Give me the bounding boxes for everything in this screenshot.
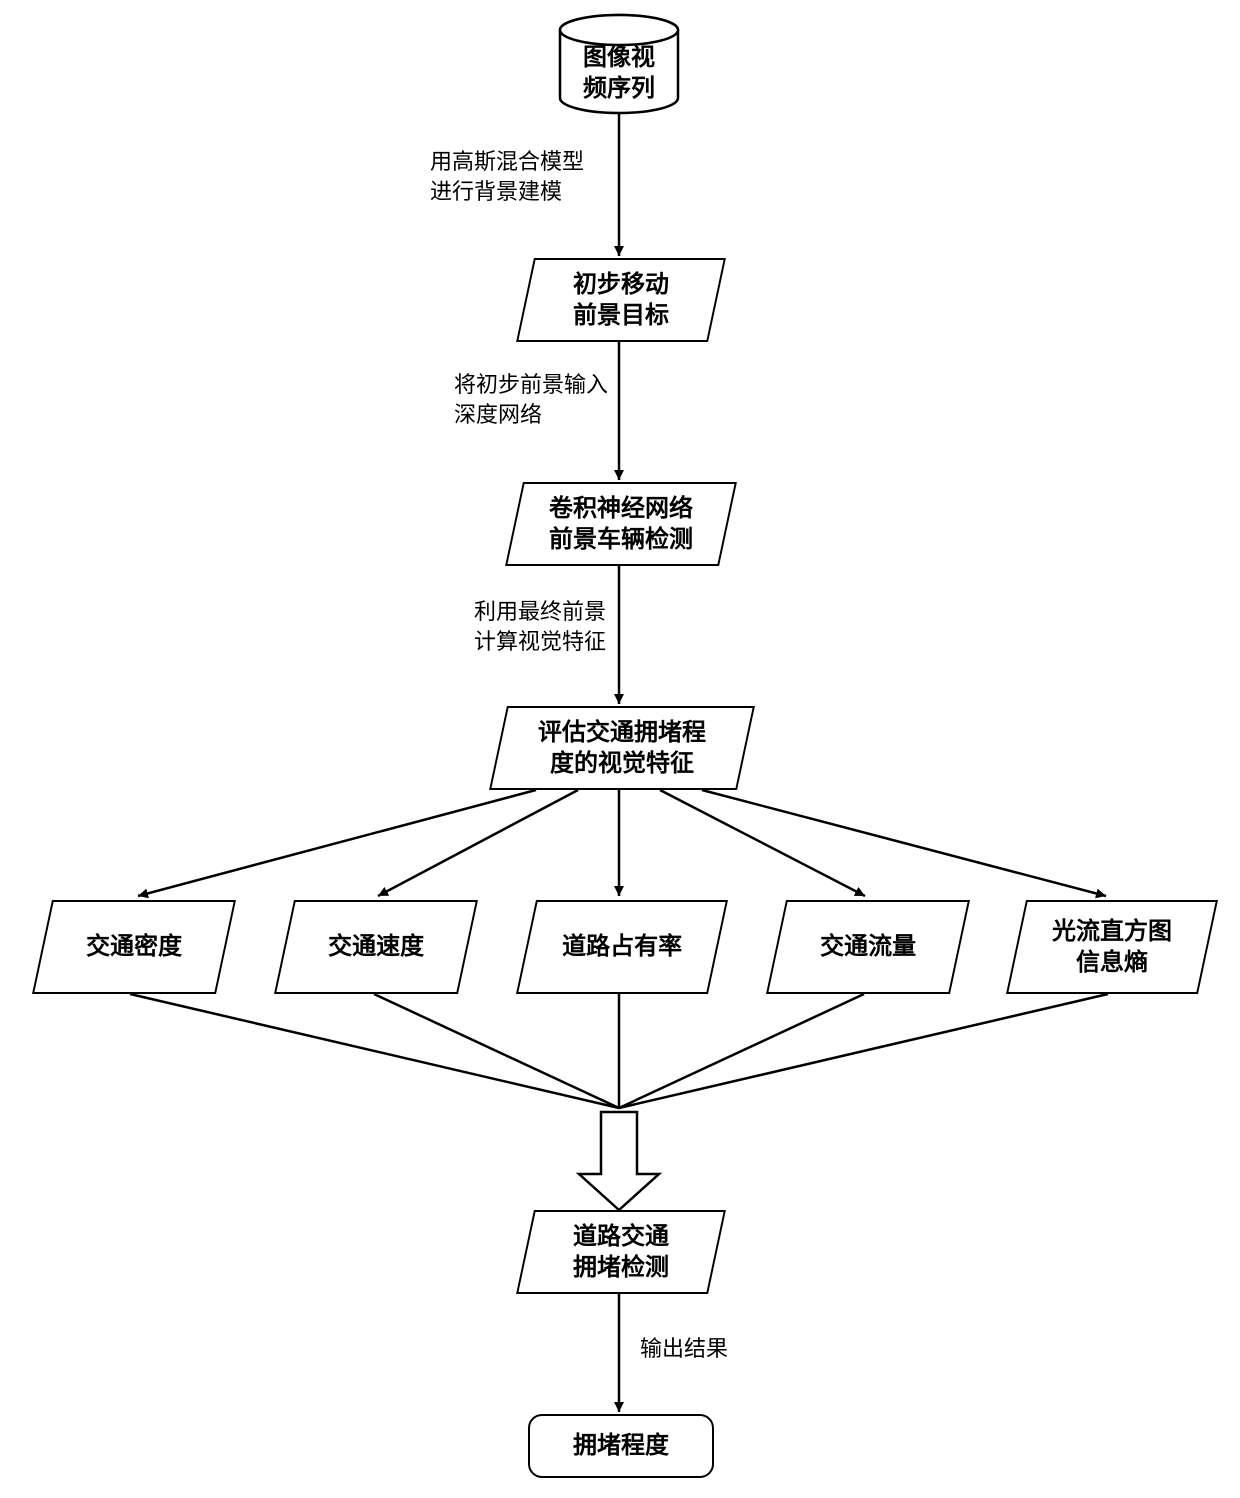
edge-text: 计算视觉特征 <box>474 629 606 654</box>
edge-text: 用高斯混合模型 <box>430 149 584 174</box>
node-text: 频序列 <box>583 75 655 102</box>
edge-text: 输出结果 <box>640 1336 728 1361</box>
edge-text: 深度网络 <box>454 402 542 427</box>
line-converge-5 <box>619 994 1108 1108</box>
node-text: 卷积神经网络 <box>549 495 693 522</box>
node-step2: 卷积神经网络 前景车辆检测 <box>505 482 737 566</box>
node-text: 度的视觉特征 <box>550 750 694 777</box>
line-converge-2 <box>374 994 619 1108</box>
edge-text: 将初步前景输入 <box>454 372 608 397</box>
node-step3: 评估交通拥堵程 度的视觉特征 <box>489 706 755 790</box>
edge-label-e1: 用高斯混合模型 进行背景建模 <box>430 147 584 206</box>
node-text: 前景目标 <box>573 302 669 329</box>
node-detect: 道路交通 拥堵检测 <box>516 1210 726 1294</box>
node-text: 交通流量 <box>820 933 916 960</box>
node-step1: 初步移动 前景目标 <box>516 258 726 342</box>
node-text: 前景车辆检测 <box>549 526 693 553</box>
edge-text: 进行背景建模 <box>430 179 562 204</box>
hollow-arrow <box>579 1112 659 1210</box>
line-converge-1 <box>130 994 619 1108</box>
node-text: 交通密度 <box>86 933 182 960</box>
node-text: 图像视 <box>583 44 655 71</box>
line-converge-4 <box>619 994 864 1108</box>
edge-text: 利用最终前景 <box>474 599 606 624</box>
edge-label-e3: 利用最终前景 计算视觉特征 <box>474 597 606 656</box>
node-feat1: 交通密度 <box>32 900 236 994</box>
node-text: 拥堵检测 <box>573 1254 669 1281</box>
node-text: 道路占有率 <box>562 933 682 960</box>
node-feat3: 道路占有率 <box>516 900 728 994</box>
edge-label-e2: 将初步前景输入 深度网络 <box>454 370 608 429</box>
node-input-label: 图像视 频序列 <box>560 42 678 104</box>
node-text: 评估交通拥堵程 <box>538 719 706 746</box>
node-text: 信息熵 <box>1076 949 1148 976</box>
node-feat5: 光流直方图 信息熵 <box>1006 900 1218 994</box>
node-text: 拥堵程度 <box>573 1430 669 1461</box>
node-text: 初步移动 <box>573 271 669 298</box>
node-feat4: 交通流量 <box>766 900 970 994</box>
node-text: 道路交通 <box>573 1223 669 1250</box>
node-text: 光流直方图 <box>1052 918 1172 945</box>
node-output: 拥堵程度 <box>528 1414 714 1478</box>
node-feat2: 交通速度 <box>274 900 478 994</box>
edge-label-e4: 输出结果 <box>640 1334 728 1364</box>
node-text: 交通速度 <box>328 933 424 960</box>
